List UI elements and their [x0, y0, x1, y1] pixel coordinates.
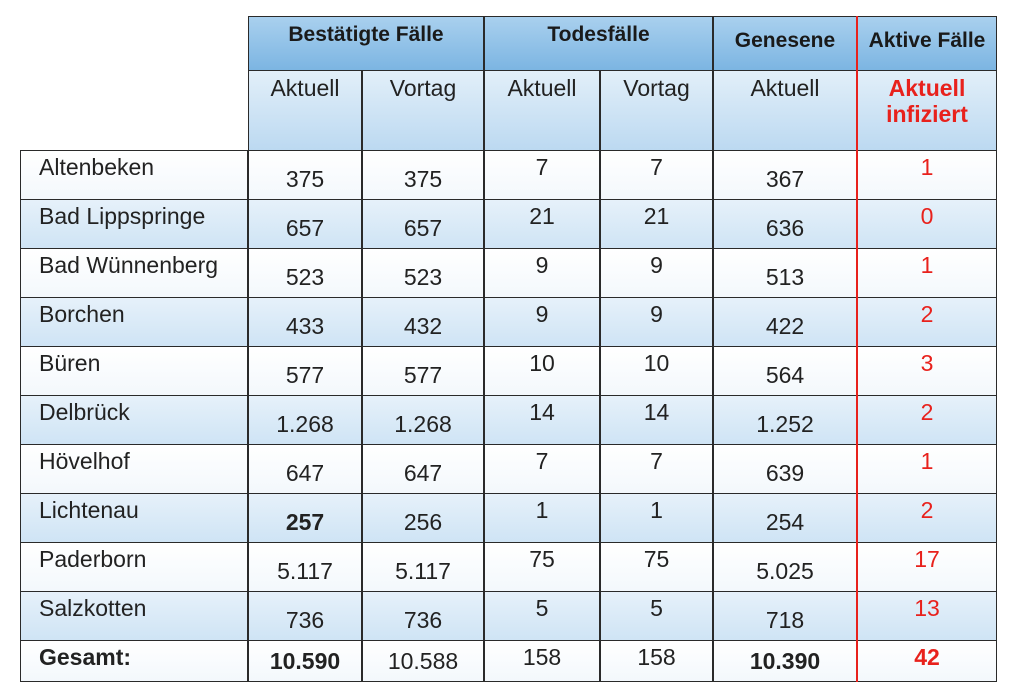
value-cell: 1.268 — [248, 395, 362, 445]
value-cell: 7 — [600, 444, 713, 494]
row-label: Altenbeken — [20, 150, 248, 200]
value-cell: 7 — [600, 150, 713, 200]
row-label: Gesamt: — [20, 640, 248, 682]
value-cell: 10.588 — [362, 640, 484, 682]
value-cell: 5 — [484, 591, 600, 641]
value-cell: 1 — [484, 493, 600, 543]
value-cell: 257 — [248, 493, 362, 543]
row-label: Paderborn — [20, 542, 248, 592]
value-cell: 21 — [484, 199, 600, 249]
value-cell: 5 — [600, 591, 713, 641]
value-cell: 10 — [484, 346, 600, 396]
value-cell: 375 — [362, 150, 484, 200]
sub-header: Aktuell — [484, 70, 600, 151]
value-cell: 14 — [600, 395, 713, 445]
value-cell: 513 — [713, 248, 857, 298]
value-cell: 17 — [857, 542, 997, 592]
value-cell: 42 — [857, 640, 997, 682]
value-cell: 657 — [248, 199, 362, 249]
value-cell: 158 — [600, 640, 713, 682]
group-header: Todesfälle — [484, 16, 713, 71]
value-cell: 1 — [857, 444, 997, 494]
row-label: Bad Wünnenberg — [20, 248, 248, 298]
value-cell: 2 — [857, 493, 997, 543]
sub-header: Aktuell — [713, 70, 857, 151]
value-cell: 375 — [248, 150, 362, 200]
value-cell: 1 — [600, 493, 713, 543]
row-label: Salzkotten — [20, 591, 248, 641]
value-cell: 9 — [484, 297, 600, 347]
value-cell: 647 — [362, 444, 484, 494]
value-cell: 736 — [248, 591, 362, 641]
value-cell: 158 — [484, 640, 600, 682]
value-cell: 9 — [484, 248, 600, 298]
value-cell: 647 — [248, 444, 362, 494]
group-header: Genesene — [713, 16, 857, 71]
value-cell: 2 — [857, 297, 997, 347]
row-label: Delbrück — [20, 395, 248, 445]
value-cell: 75 — [600, 542, 713, 592]
group-header: Bestätigte Fälle — [248, 16, 484, 71]
value-cell: 432 — [362, 297, 484, 347]
sub-header: Aktuell infiziert — [857, 70, 997, 151]
value-cell: 7 — [484, 444, 600, 494]
value-cell: 10.590 — [248, 640, 362, 682]
value-cell: 577 — [248, 346, 362, 396]
sub-header: Aktuell — [248, 70, 362, 151]
value-cell: 10 — [600, 346, 713, 396]
value-cell: 523 — [362, 248, 484, 298]
value-cell: 577 — [362, 346, 484, 396]
value-cell: 1.252 — [713, 395, 857, 445]
sub-header: Vortag — [362, 70, 484, 151]
value-cell: 657 — [362, 199, 484, 249]
value-cell: 0 — [857, 199, 997, 249]
value-cell: 433 — [248, 297, 362, 347]
value-cell: 367 — [713, 150, 857, 200]
value-cell: 9 — [600, 297, 713, 347]
value-cell: 75 — [484, 542, 600, 592]
value-cell: 13 — [857, 591, 997, 641]
value-cell: 5.117 — [248, 542, 362, 592]
value-cell: 5.117 — [362, 542, 484, 592]
value-cell: 736 — [362, 591, 484, 641]
row-label: Bad Lippspringe — [20, 199, 248, 249]
value-cell: 256 — [362, 493, 484, 543]
value-cell: 523 — [248, 248, 362, 298]
value-cell: 21 — [600, 199, 713, 249]
group-header: Aktive Fälle — [857, 16, 997, 71]
row-label: Büren — [20, 346, 248, 396]
value-cell: 10.390 — [713, 640, 857, 682]
value-cell: 1.268 — [362, 395, 484, 445]
value-cell: 1 — [857, 248, 997, 298]
sub-header: Vortag — [600, 70, 713, 151]
value-cell: 636 — [713, 199, 857, 249]
value-cell: 14 — [484, 395, 600, 445]
value-cell: 9 — [600, 248, 713, 298]
row-label: Lichtenau — [20, 493, 248, 543]
value-cell: 718 — [713, 591, 857, 641]
value-cell: 5.025 — [713, 542, 857, 592]
value-cell: 7 — [484, 150, 600, 200]
value-cell: 564 — [713, 346, 857, 396]
row-label: Hövelhof — [20, 444, 248, 494]
value-cell: 1 — [857, 150, 997, 200]
value-cell: 639 — [713, 444, 857, 494]
divider — [856, 16, 858, 682]
value-cell: 422 — [713, 297, 857, 347]
value-cell: 3 — [857, 346, 997, 396]
value-cell: 2 — [857, 395, 997, 445]
row-label: Borchen — [20, 297, 248, 347]
value-cell: 254 — [713, 493, 857, 543]
